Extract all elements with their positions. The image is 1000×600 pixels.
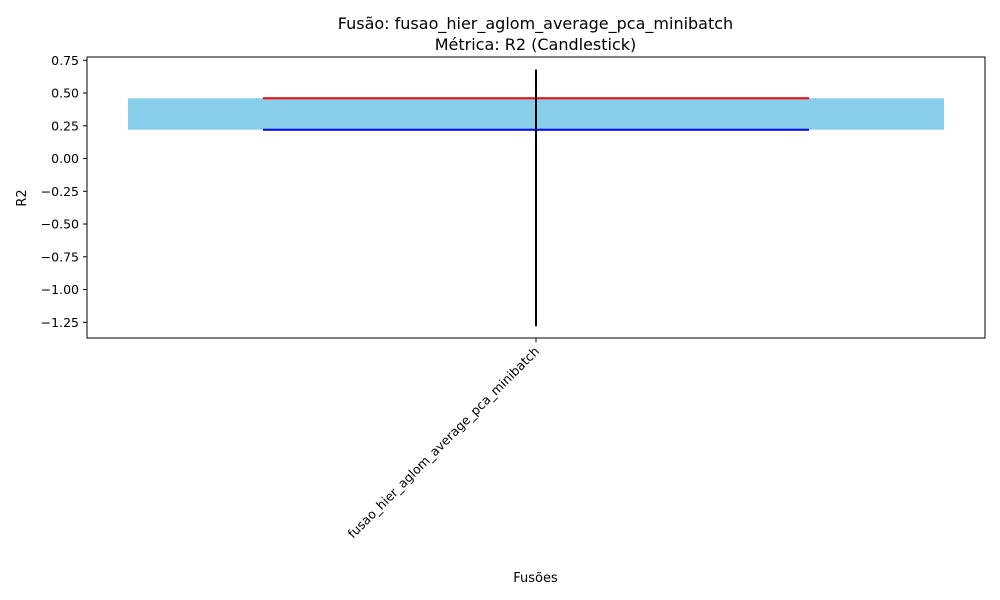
x-axis-ticks: fusao_hier_aglom_average_pca_minibatch <box>344 338 542 541</box>
y-tick-label: 0.25 <box>51 118 79 133</box>
x-axis-label: Fusões <box>513 571 558 586</box>
y-tick-label: −1.25 <box>41 315 79 330</box>
y-axis-label: R2 <box>15 189 30 206</box>
y-tick-label: −0.75 <box>41 249 79 264</box>
y-tick-label: 0.00 <box>51 151 79 166</box>
chart-subtitle: Métrica: R2 (Candlestick) <box>435 35 637 54</box>
y-tick-label: −0.50 <box>41 217 79 232</box>
y-tick-label: −0.25 <box>41 184 79 199</box>
y-tick-label: −1.00 <box>41 282 79 297</box>
y-tick-label: 0.75 <box>51 53 79 68</box>
chart-title: Fusão: fusao_hier_aglom_average_pca_mini… <box>338 14 733 34</box>
plot-area <box>86 56 986 339</box>
y-tick-label: 0.50 <box>51 86 79 101</box>
y-axis-ticks: 0.75 0.50 0.25 0.00 −0.25 −0.50 −0.75 −1.00 −1.2… <box>41 53 87 330</box>
x-tick-label: fusao_hier_aglom_average_pca_minibatch <box>344 344 542 542</box>
